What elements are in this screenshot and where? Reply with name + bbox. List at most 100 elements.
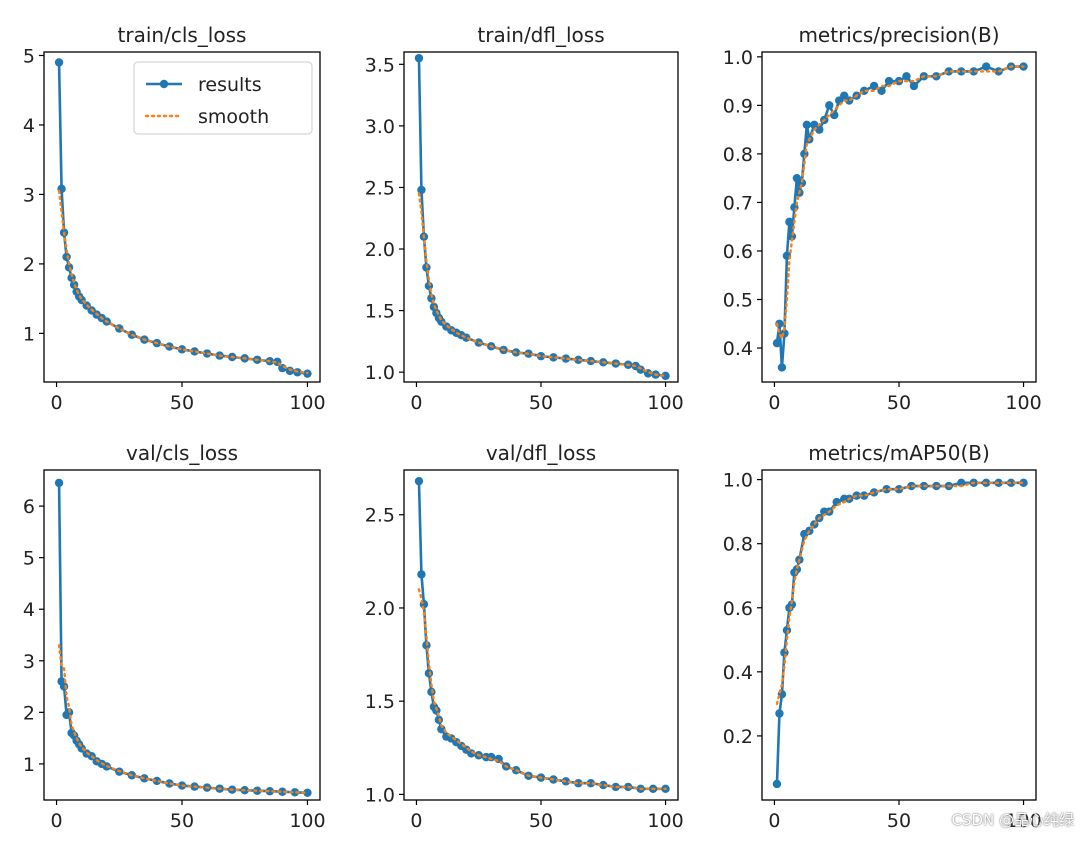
y-tick-label: 0.6 (723, 598, 753, 620)
subplot-2: metrics/precision(B) 0.4 0.5 0.6 0.7 0.8 0.9 1.… (723, 23, 1042, 414)
subplot-title: metrics/mAP50(B) (808, 441, 990, 465)
results-point (884, 76, 894, 86)
y-tick-label: 0.7 (723, 192, 753, 214)
smooth-line (57, 644, 309, 794)
y-tick-label: 5 (23, 45, 35, 67)
results-point (278, 787, 287, 796)
results-point (1019, 478, 1028, 488)
x-tick-label: 100 (289, 392, 325, 414)
results-point (152, 776, 162, 786)
results-point (549, 353, 558, 362)
subplot-title: val/cls_loss (126, 441, 238, 465)
results-point (417, 185, 426, 195)
results-point (54, 478, 64, 488)
y-tick-label: 2.5 (365, 505, 395, 527)
y-tick-label: 0.5 (723, 290, 753, 312)
results-point (909, 81, 919, 91)
results-point (54, 58, 64, 67)
results-point (437, 724, 446, 734)
results-point (165, 779, 174, 788)
y-tick-label: 4 (23, 115, 35, 137)
y-tick-label: 0.4 (723, 662, 753, 684)
results-point (957, 67, 966, 76)
legend: results smooth (133, 61, 313, 135)
results-line (57, 482, 308, 795)
axes-frame (761, 51, 1037, 383)
results-point (775, 709, 784, 718)
x-tick-label: 100 (1005, 810, 1041, 832)
subplot-title: metrics/precision(B) (798, 23, 999, 47)
x-tick-label: 50 (529, 810, 553, 832)
subplot-3: val/cls_loss 1 2 3 4 5 6 0 50 100 (23, 441, 326, 832)
legend-results-marker (159, 79, 169, 89)
y-tick-label: 3 (23, 184, 35, 206)
x-tick-label: 100 (289, 810, 325, 832)
y-tick-label: 1.5 (365, 691, 395, 713)
results-point (787, 600, 797, 609)
results-point (859, 491, 869, 500)
subplot-title: train/dfl_loss (477, 23, 604, 47)
results-point (797, 178, 807, 188)
subplot-1: train/dfl_loss 1.0 1.5 2.0 2.5 3.0 3.5 0 50 100 (365, 23, 684, 414)
y-tick-label: 2.5 (365, 177, 395, 199)
results-point (574, 779, 583, 788)
results-point (285, 366, 295, 376)
smooth-line (417, 588, 667, 791)
results-point (62, 252, 71, 262)
results-point (190, 347, 199, 356)
smooth-line (57, 189, 309, 375)
results-point (825, 101, 834, 110)
results-point (772, 338, 782, 348)
results-point (303, 788, 312, 797)
legend-smooth-label: smooth (198, 106, 269, 128)
smooth-line (775, 481, 1025, 706)
results-point (902, 72, 911, 81)
x-tick-label: 0 (410, 392, 422, 414)
legend-results-label: results (198, 74, 262, 96)
results-point (115, 324, 124, 333)
results-point (661, 371, 670, 381)
y-tick-label: 2 (23, 702, 35, 724)
results-point (981, 62, 991, 71)
y-tick-label: 1.0 (723, 47, 753, 69)
y-tick-label: 0.6 (723, 241, 753, 263)
x-tick-label: 50 (887, 392, 911, 414)
results-point (882, 485, 891, 494)
subplot-4: val/dfl_loss 1.0 1.5 2.0 2.5 0 50 100 (365, 441, 684, 832)
x-tick-label: 100 (647, 810, 683, 832)
y-tick-label: 2.0 (365, 239, 395, 261)
x-tick-label: 100 (647, 392, 683, 414)
x-tick-label: 0 (768, 810, 780, 832)
results-point (586, 779, 596, 788)
y-tick-label: 1.0 (365, 784, 395, 806)
results-point (792, 565, 802, 574)
y-tick-label: 1 (23, 754, 35, 776)
results-point (290, 788, 300, 797)
x-tick-label: 50 (170, 392, 194, 414)
results-point (785, 217, 794, 227)
results-point (894, 485, 904, 494)
y-tick-label: 0.4 (723, 338, 753, 360)
subplot-title: train/cls_loss (118, 23, 247, 47)
smooth-line (417, 192, 667, 378)
y-tick-label: 3 (23, 651, 35, 673)
results-point (777, 363, 787, 372)
x-tick-label: 50 (170, 810, 194, 832)
x-tick-label: 100 (1005, 392, 1041, 414)
axes-frame (761, 469, 1037, 801)
y-tick-label: 1.0 (723, 470, 753, 492)
results-point (772, 779, 782, 789)
x-tick-label: 0 (768, 392, 780, 414)
results-point (414, 476, 424, 486)
subplot-5: metrics/mAP50(B) 0.2 0.4 0.6 0.8 1.0 0 50 100 (723, 441, 1042, 832)
results-line (417, 58, 666, 378)
y-tick-label: 0.8 (723, 534, 753, 556)
y-tick-label: 4 (23, 599, 35, 621)
x-tick-label: 0 (410, 810, 422, 832)
y-tick-label: 1.5 (365, 301, 395, 323)
results-line (775, 65, 1024, 369)
y-tick-label: 2 (23, 254, 35, 276)
y-tick-label: 2.0 (365, 598, 395, 620)
